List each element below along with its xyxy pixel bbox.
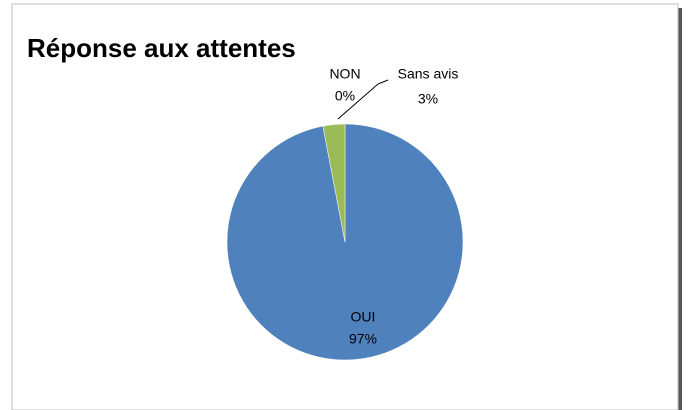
- slice-label: OUI: [351, 309, 376, 325]
- pie-slice: [322, 123, 346, 243]
- slice-label: NON: [329, 66, 360, 82]
- chart-title: Réponse aux attentes: [27, 33, 296, 63]
- slice-value-label: 97%: [349, 331, 377, 347]
- slice-value-label: 0%: [335, 88, 355, 104]
- leader-line: [337, 79, 389, 120]
- slice-label: Sans avis: [398, 66, 459, 82]
- slice-value-label: 3%: [418, 91, 438, 107]
